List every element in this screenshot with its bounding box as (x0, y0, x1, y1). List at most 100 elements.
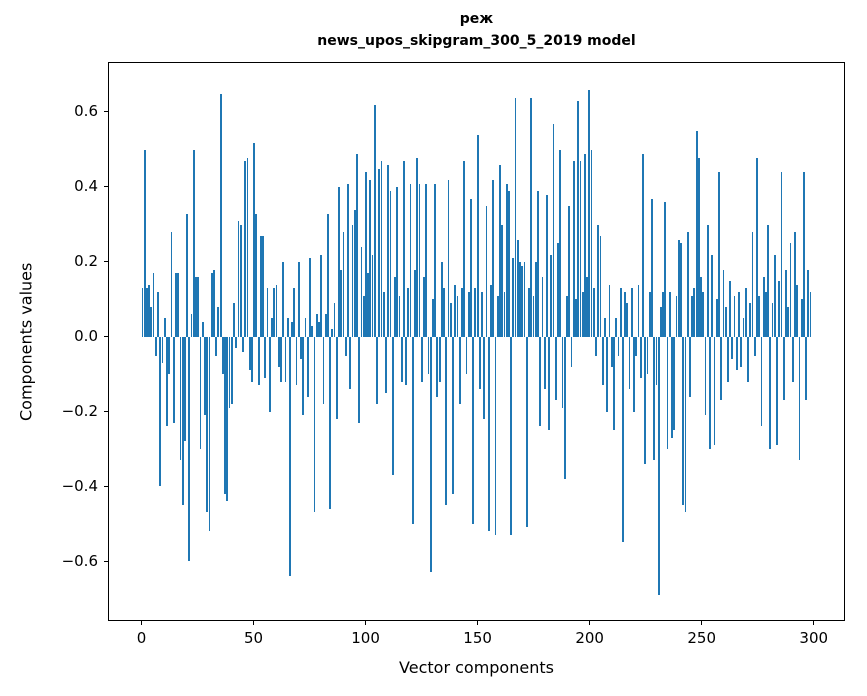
bar (646, 336, 649, 375)
bar (389, 191, 392, 337)
y-tick-mark (104, 186, 108, 188)
bar (760, 336, 763, 427)
bar (362, 295, 365, 337)
bar (306, 336, 309, 397)
bar (161, 336, 164, 363)
bar (338, 187, 340, 337)
bar (539, 336, 542, 427)
bar (675, 295, 678, 337)
bar (809, 292, 812, 337)
bar (485, 206, 488, 337)
bar (228, 336, 231, 408)
bar (599, 235, 602, 337)
bar (597, 224, 600, 337)
bar (230, 336, 233, 405)
bar (255, 213, 258, 337)
bar (175, 273, 177, 337)
bar (344, 336, 347, 356)
bar (566, 295, 568, 337)
bar (159, 336, 162, 487)
bar (673, 336, 676, 431)
bar (512, 258, 515, 337)
bar (157, 292, 159, 337)
bar (749, 303, 752, 337)
bar (340, 269, 343, 337)
bar (530, 97, 533, 337)
bar (704, 336, 707, 416)
bar (213, 269, 215, 337)
bar (481, 292, 483, 337)
bar (552, 123, 555, 337)
bar (217, 306, 220, 337)
bar (456, 295, 459, 337)
bar (326, 213, 329, 337)
bar (423, 277, 425, 337)
bar (686, 232, 689, 337)
bar (188, 336, 191, 561)
bar (291, 321, 294, 337)
bar (282, 262, 285, 337)
bar (420, 336, 423, 382)
bar (510, 336, 513, 535)
y-tick-mark (104, 411, 108, 413)
bar (358, 336, 361, 423)
x-tick-mark (589, 621, 591, 625)
bar (452, 336, 454, 494)
bar (360, 247, 363, 337)
bar (286, 318, 289, 337)
bar (588, 90, 591, 337)
bar (400, 336, 403, 382)
x-tick-mark (253, 621, 255, 625)
bar (237, 221, 240, 337)
bar (215, 336, 218, 356)
bar (798, 336, 801, 461)
bar (224, 336, 226, 494)
bar (532, 295, 535, 337)
bar (154, 336, 157, 356)
bar (769, 336, 772, 449)
bar (731, 336, 734, 360)
bar (767, 224, 770, 337)
x-tick-mark (813, 621, 815, 625)
bar (642, 153, 644, 337)
bar (780, 172, 783, 337)
chart-title-block: реж news_upos_skipgram_300_5_2019 model (108, 8, 845, 52)
bar (302, 336, 305, 416)
bar (581, 292, 584, 337)
bar (172, 336, 175, 423)
bar (206, 336, 209, 513)
bar (145, 288, 148, 337)
x-axis-label: Vector components (399, 658, 554, 677)
bar (315, 314, 318, 337)
bar (277, 336, 280, 367)
bar (668, 292, 671, 337)
bar (706, 224, 709, 337)
bar (711, 254, 714, 337)
bar (595, 336, 597, 356)
bar (190, 314, 193, 337)
bar (807, 269, 810, 337)
bar (143, 150, 146, 337)
bar (201, 321, 204, 337)
bar (715, 299, 718, 337)
bar (617, 336, 620, 356)
bar (541, 277, 544, 337)
bar (289, 336, 291, 576)
bar (166, 336, 168, 427)
y-tick-label: −0.4 (61, 476, 98, 495)
bar (329, 336, 331, 509)
bar (432, 299, 434, 337)
bar (592, 288, 595, 337)
bar (454, 284, 457, 337)
bar (447, 179, 450, 337)
bar (438, 336, 441, 382)
bar (204, 336, 206, 416)
x-tick-mark (141, 621, 142, 625)
bar (268, 336, 271, 412)
x-tick-label: 100 (351, 629, 380, 647)
bar (396, 187, 399, 337)
bar (150, 306, 153, 337)
bar (568, 206, 571, 337)
bar (318, 321, 320, 337)
bar (402, 161, 405, 337)
